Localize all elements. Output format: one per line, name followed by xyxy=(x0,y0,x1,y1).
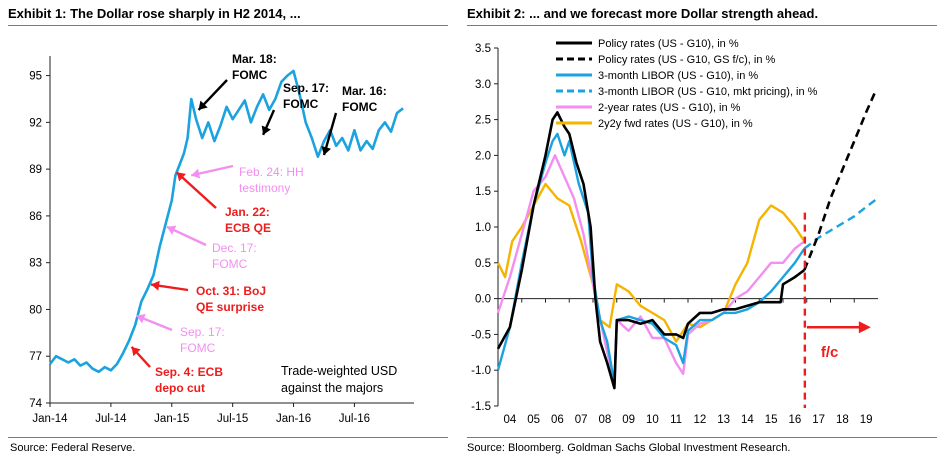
legend-label: Policy rates (US - G10), in % xyxy=(598,38,739,50)
event-label: Mar. 16: xyxy=(342,84,387,98)
trade-weighted-usd-line xyxy=(48,69,404,374)
x-tick-label: 14 xyxy=(741,414,754,426)
y-tick-label: 2.0 xyxy=(475,150,491,162)
y-tick-label: 74 xyxy=(29,398,42,410)
y-tick-label: -0.5 xyxy=(471,329,491,341)
exhibit-2-source: Source: Bloomberg. Goldman Sachs Global … xyxy=(467,442,791,454)
event-label: Dec. 17: xyxy=(212,241,257,255)
event-arrow-head xyxy=(136,314,146,324)
event-label: FOMC xyxy=(232,68,268,82)
x-tick-label: Jan-15 xyxy=(154,413,189,425)
x-tick-label: Jul-16 xyxy=(339,413,370,425)
series-label: against the majors xyxy=(281,381,383,395)
exhibit-1-chart: 74 77 80 83 86 89 92 95 Jan-14 Jul-14 Jan-15 Jul-15… xyxy=(29,52,414,425)
event-arrow-head xyxy=(166,225,177,235)
exhibit-2-title-rule xyxy=(467,25,937,26)
x-tick-label: 05 xyxy=(527,414,540,426)
series-line-5 xyxy=(496,182,806,343)
event-arrow-head xyxy=(131,346,141,357)
y-tick-label: 3.5 xyxy=(475,43,491,55)
x-tick-label: 07 xyxy=(575,414,588,426)
y-tick-label: 3.0 xyxy=(475,79,491,91)
x-tick-label: 18 xyxy=(836,414,849,426)
x-tick-label: 12 xyxy=(693,414,706,426)
y-tick-label: 80 xyxy=(29,304,42,316)
y-tick-label: -1.5 xyxy=(471,401,491,413)
forecast-arrow-head xyxy=(858,321,871,334)
legend-label: Policy rates (US - G10, GS f/c), in % xyxy=(598,54,775,66)
event-arrow-head xyxy=(321,146,331,156)
event-label: Sep. 17: xyxy=(283,81,329,95)
legend-label: 2-year rates (US - G10), in % xyxy=(598,102,741,114)
event-label: ECB QE xyxy=(225,221,271,235)
event-arrow-head xyxy=(198,100,208,110)
event-arrow-shaft xyxy=(175,171,217,209)
event-arrow-head xyxy=(261,125,271,135)
x-tick-label: Jul-14 xyxy=(95,413,127,425)
exhibit-2-chart: -1.5 -1.0 -0.5 0.0 0.5 1.0 1.5 2.0 2.5 3.0 3.5 04 05… xyxy=(471,38,878,426)
event-arrow-head xyxy=(151,280,160,291)
y-tick-label: -1.0 xyxy=(471,365,491,377)
series-line-0 xyxy=(496,111,806,390)
x-tick-label: 08 xyxy=(598,414,611,426)
event-label: Sep. 4: ECB xyxy=(155,365,223,379)
x-tick-label: 19 xyxy=(860,414,873,426)
event-label: depo cut xyxy=(155,381,205,395)
x-tick-label: 06 xyxy=(551,414,564,426)
x-tick-label: 17 xyxy=(812,414,825,426)
event-label: Oct. 31: BoJ xyxy=(196,284,266,298)
event-label: FOMC xyxy=(212,257,248,271)
exhibit-1-source: Source: Federal Reserve. xyxy=(10,442,136,454)
y-tick-label: 2.5 xyxy=(475,115,491,127)
x-tick-label: 11 xyxy=(670,414,682,426)
legend-label: 3-month LIBOR (US - G10), in % xyxy=(598,70,758,82)
legend-label: 3-month LIBOR (US - G10, mkt pricing), i… xyxy=(598,86,818,98)
x-tick-label: 15 xyxy=(765,414,778,426)
y-tick-label: 0.0 xyxy=(475,294,491,306)
exhibit-1-title-rule xyxy=(8,25,448,26)
event-arrow-head xyxy=(176,172,186,182)
event-arrow-head xyxy=(191,168,201,179)
exhibit-1-title: Exhibit 1: The Dollar rose sharply in H2… xyxy=(8,6,301,21)
series-line-3 xyxy=(803,198,877,250)
y-tick-label: 95 xyxy=(29,71,42,83)
y-tick-label: 89 xyxy=(29,164,42,176)
y-tick-label: 92 xyxy=(29,117,42,129)
forecast-label: f/c xyxy=(821,344,839,361)
x-tick-label: 16 xyxy=(788,414,801,426)
x-tick-label: 13 xyxy=(717,414,730,426)
event-label: FOMC xyxy=(180,341,216,355)
x-tick-label: 09 xyxy=(622,414,635,426)
series-line-4 xyxy=(496,154,806,386)
y-tick-label: 86 xyxy=(29,211,42,223)
event-label: Sep. 17: xyxy=(180,325,225,339)
series-line-2 xyxy=(496,132,806,386)
x-tick-label: Jan-16 xyxy=(276,413,311,425)
event-label: testimony xyxy=(239,181,290,195)
x-tick-label: Jul-15 xyxy=(217,413,248,425)
y-tick-label: 0.5 xyxy=(475,258,491,270)
event-label: Feb. 24: HH xyxy=(239,165,304,179)
event-label: FOMC xyxy=(283,97,319,111)
y-tick-label: 77 xyxy=(29,351,42,363)
event-label: Mar. 18: xyxy=(232,52,277,66)
legend-label: 2y2y fwd rates (US - G10), in % xyxy=(598,118,753,130)
exhibit-2-source-rule xyxy=(467,437,937,438)
event-label: QE surprise xyxy=(196,300,264,314)
event-label: Jan. 22: xyxy=(225,205,270,219)
y-tick-label: 1.5 xyxy=(475,186,491,198)
exhibit-1-panel: Exhibit 1: The Dollar rose sharply in H2… xyxy=(0,0,470,471)
exhibit-2-panel: Exhibit 2: ... and we forecast more Doll… xyxy=(467,0,948,471)
y-tick-label: 83 xyxy=(29,258,42,270)
event-label: FOMC xyxy=(342,100,378,114)
exhibit-2-title: Exhibit 2: ... and we forecast more Doll… xyxy=(467,6,819,21)
series-label: Trade-weighted USD xyxy=(281,364,397,378)
x-tick-label: 04 xyxy=(503,414,516,426)
y-tick-label: 1.0 xyxy=(475,222,491,234)
x-tick-label: 10 xyxy=(646,414,659,426)
series-line-1 xyxy=(803,90,877,271)
exhibit-1-source-rule xyxy=(8,437,448,438)
x-tick-label: Jan-14 xyxy=(32,413,68,425)
